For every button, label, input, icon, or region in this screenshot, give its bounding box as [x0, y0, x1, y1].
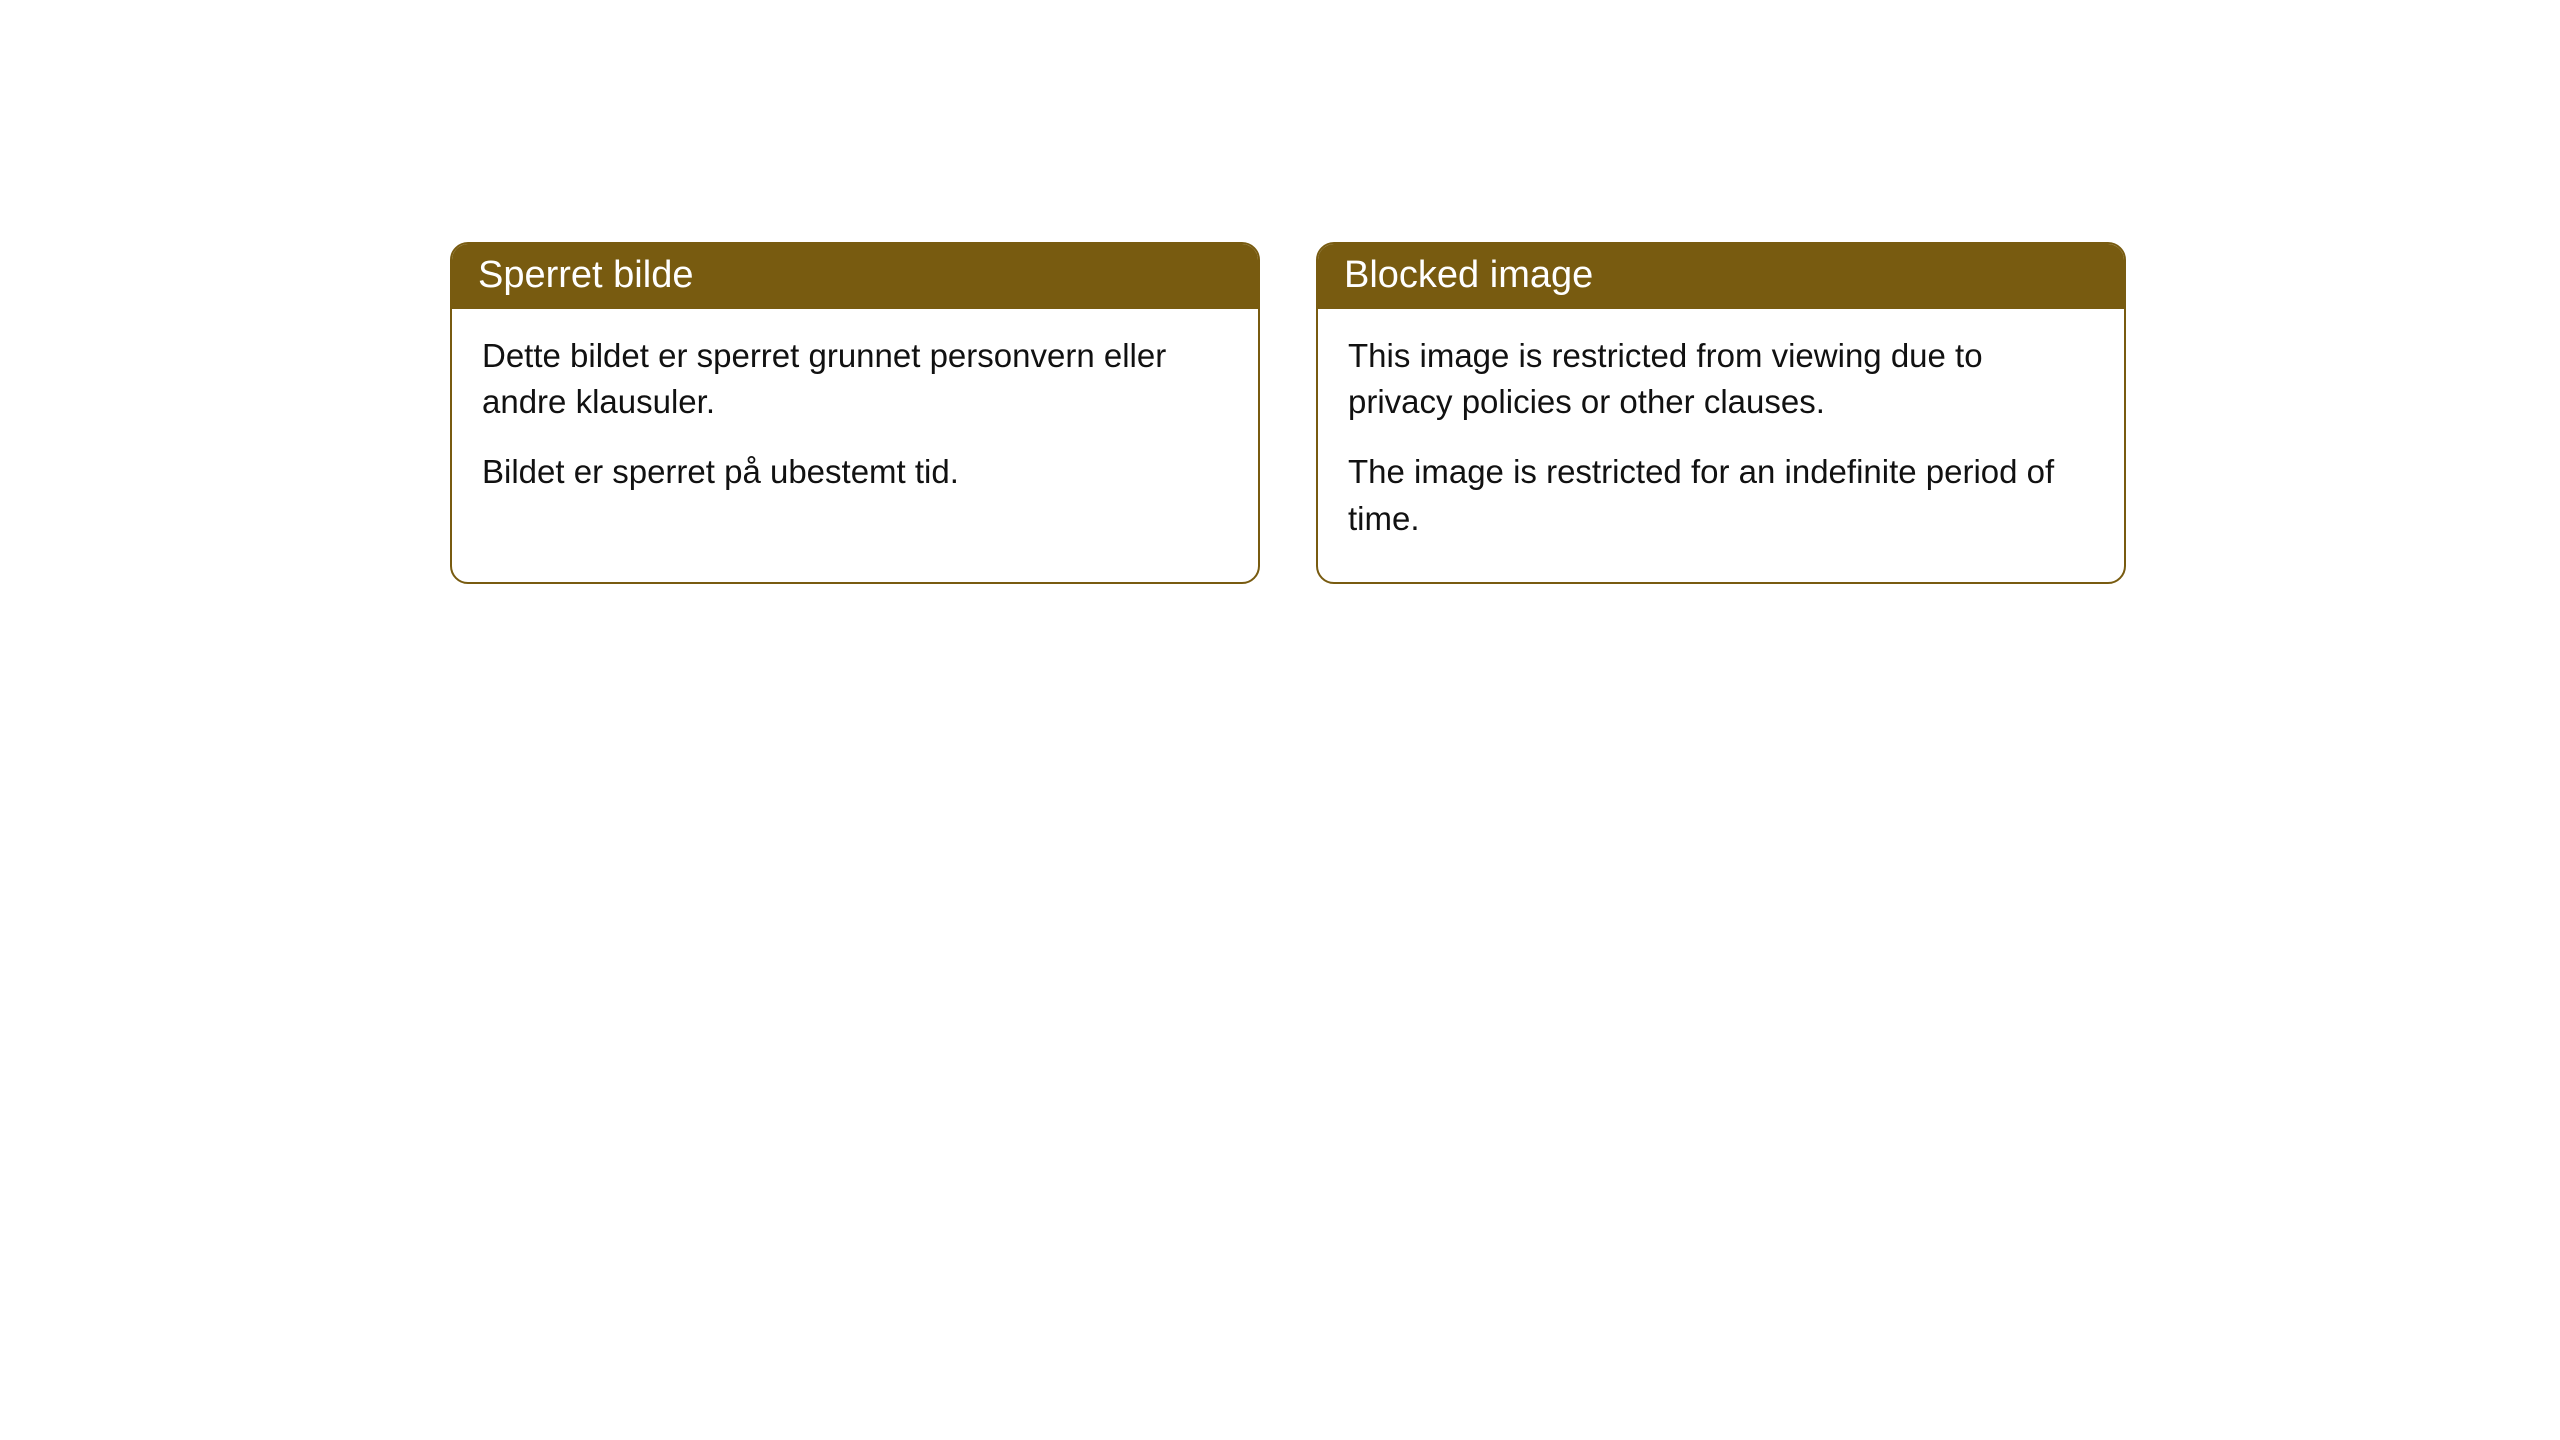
card-body-norwegian: Dette bildet er sperret grunnet personve…	[452, 309, 1258, 536]
blocked-image-card-english: Blocked image This image is restricted f…	[1316, 242, 2126, 584]
card-title-norwegian: Sperret bilde	[478, 254, 693, 296]
blocked-image-card-norwegian: Sperret bilde Dette bildet er sperret gr…	[450, 242, 1260, 584]
card-paragraph-2-english: The image is restricted for an indefinit…	[1348, 449, 2094, 541]
notice-container: Sperret bilde Dette bildet er sperret gr…	[0, 0, 2560, 584]
card-body-english: This image is restricted from viewing du…	[1318, 309, 2124, 582]
card-header-english: Blocked image	[1318, 244, 2124, 309]
card-paragraph-1-norwegian: Dette bildet er sperret grunnet personve…	[482, 333, 1228, 425]
card-paragraph-1-english: This image is restricted from viewing du…	[1348, 333, 2094, 425]
card-paragraph-2-norwegian: Bildet er sperret på ubestemt tid.	[482, 449, 1228, 495]
card-header-norwegian: Sperret bilde	[452, 244, 1258, 309]
card-title-english: Blocked image	[1344, 254, 1593, 296]
